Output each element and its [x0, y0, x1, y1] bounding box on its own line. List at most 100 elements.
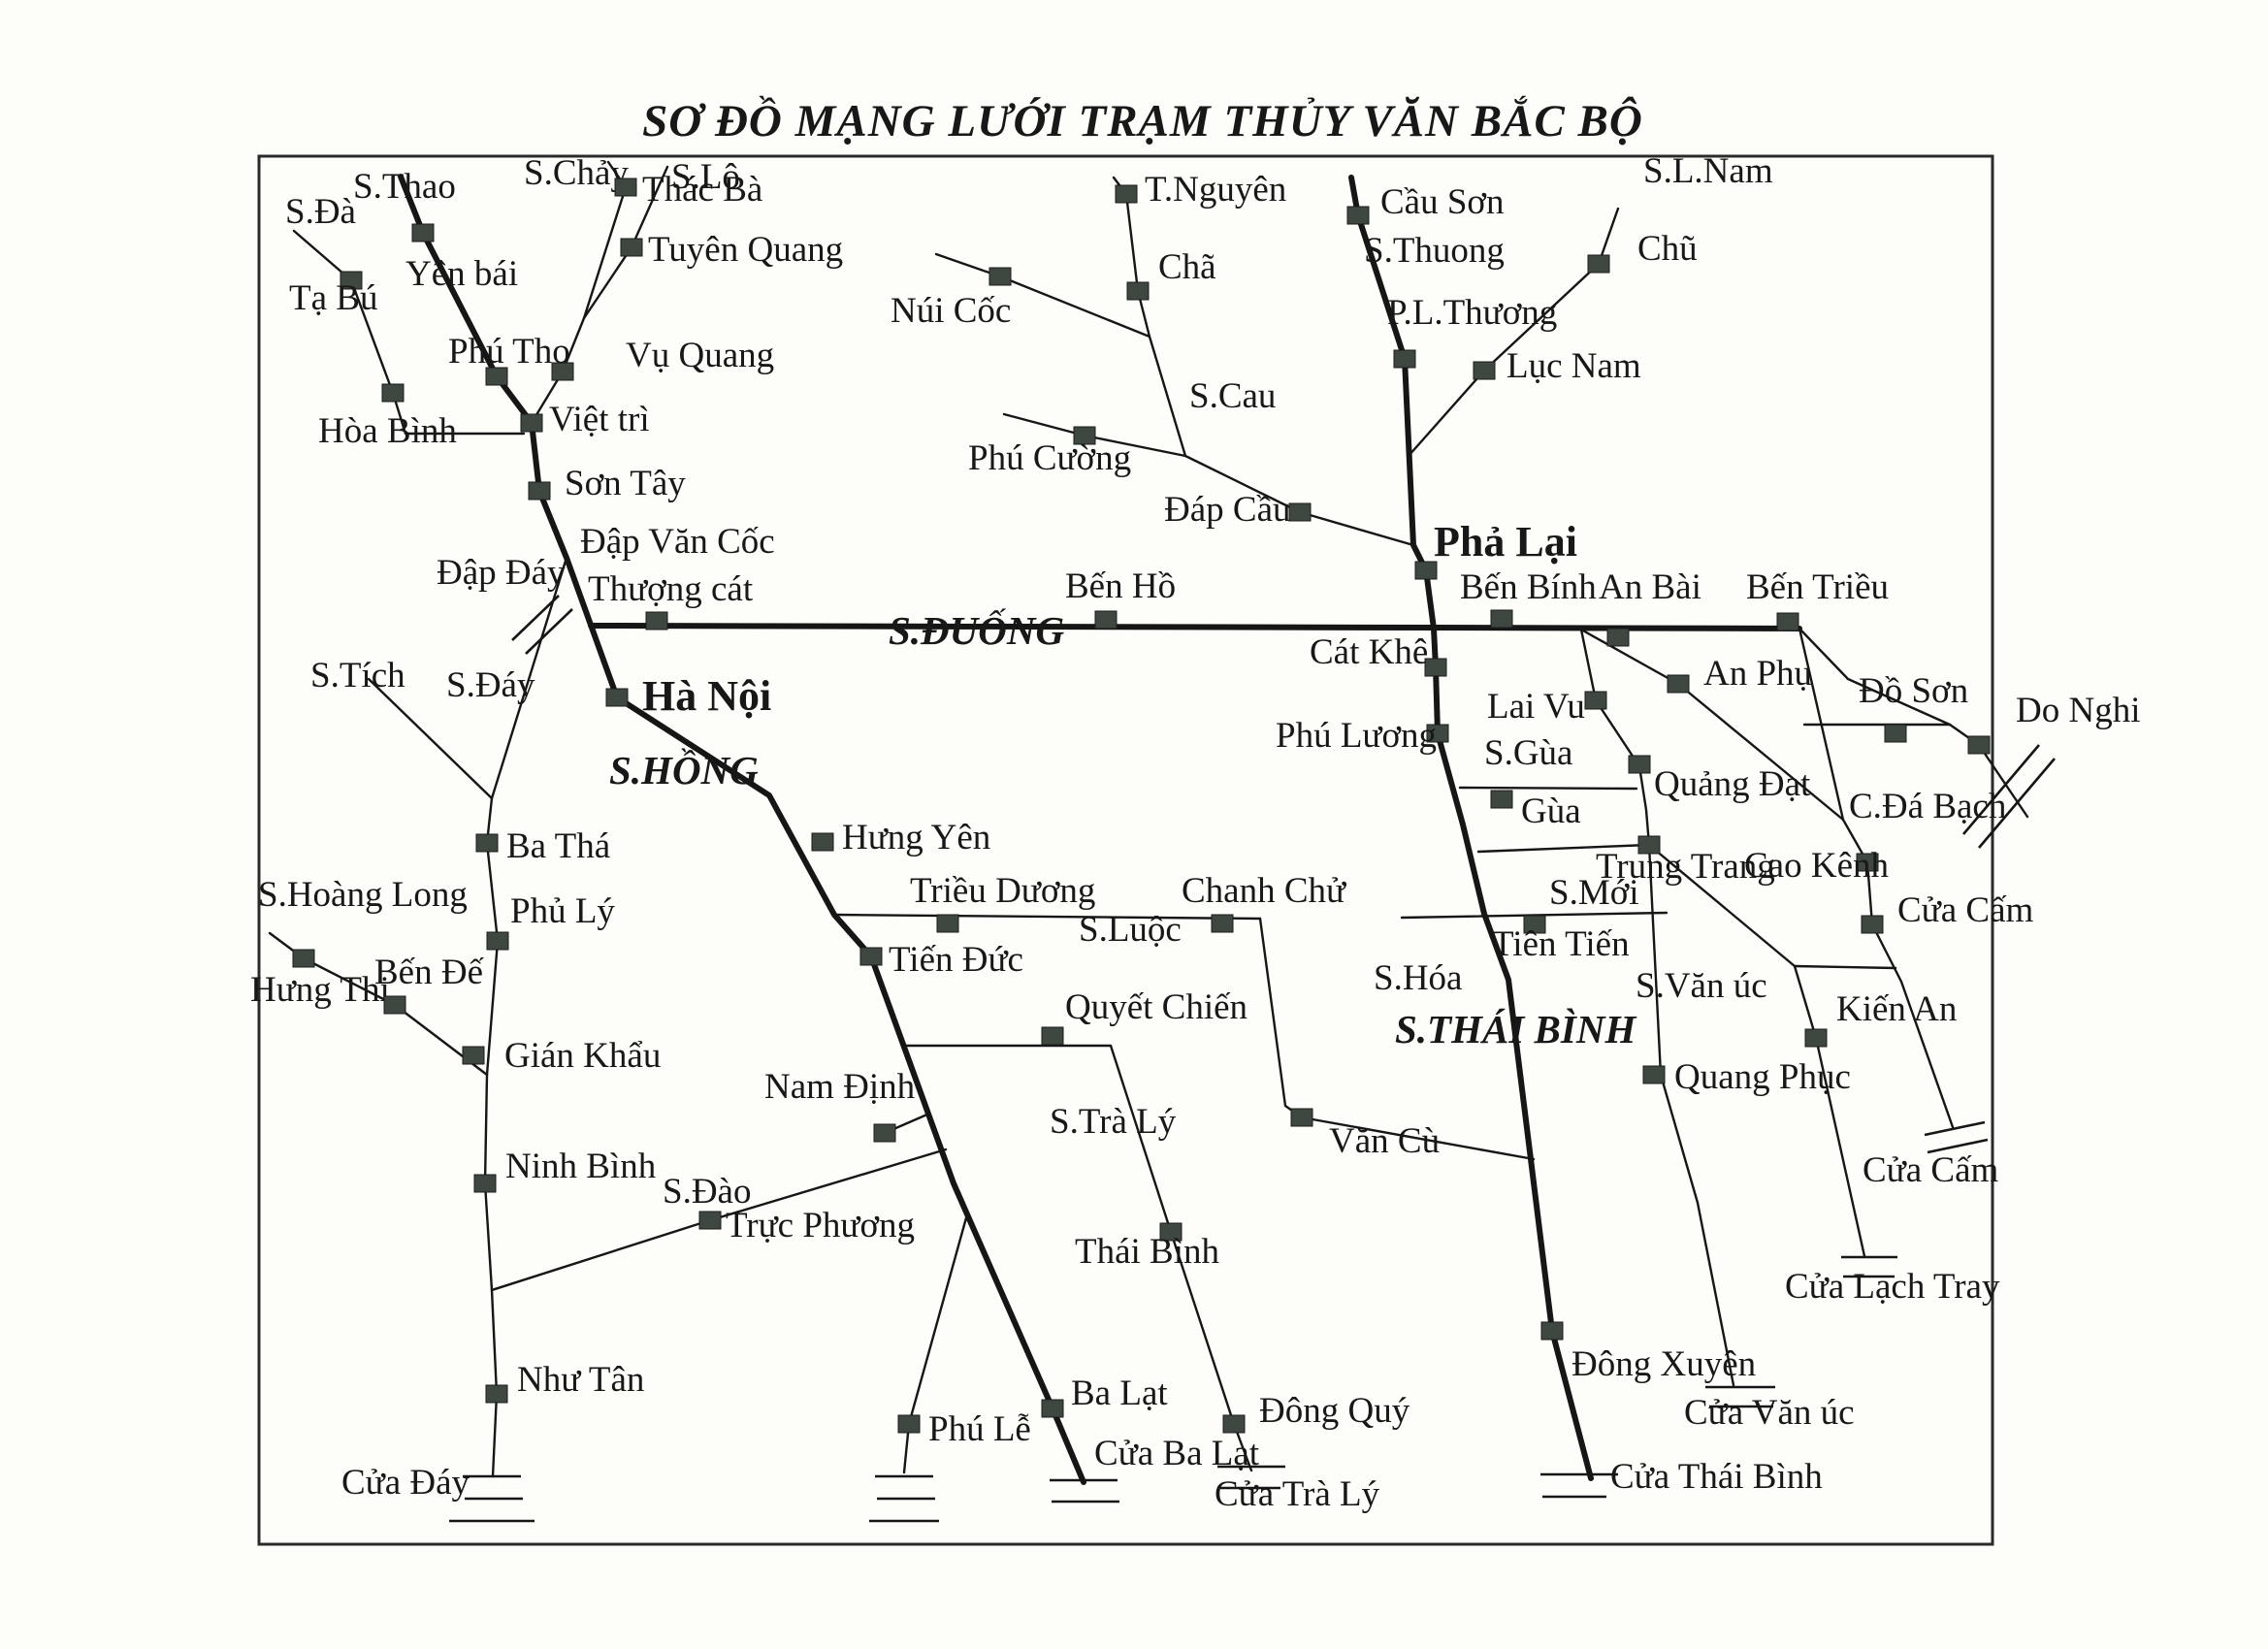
mouth-label-cua-van-uc: Cửa Văn úc [1684, 1393, 1855, 1433]
station-label-dong-xuyen: Đông Xuyên [1571, 1344, 1756, 1384]
station-marker-cao-kenh [1856, 853, 1879, 872]
station-marker-t-nguyen [1115, 184, 1138, 204]
station-label-dap-cau: Đáp Cầu [1164, 490, 1291, 530]
map-frame-border [257, 154, 1994, 1546]
station-label-dong-quy: Đông Quý [1259, 1391, 1410, 1431]
river-label-s-l-nam: S.L.Nam [1643, 151, 1773, 191]
station-marker-hung-yen [811, 832, 834, 852]
station-label-ninh-binh: Ninh Bình [505, 1147, 657, 1186]
station-label-cau-son: Cầu Sơn [1380, 182, 1505, 222]
station-marker-cat-khe [1424, 658, 1447, 677]
river-label-dap-day: Đập Đáy [437, 553, 566, 593]
station-label-phu-le: Phú Lễ [928, 1409, 1031, 1449]
station-label-tien-tien: Tiên Tiến [1492, 924, 1630, 964]
station-label-an-phu: An Phụ [1703, 654, 1812, 694]
river-label-s-cau: S.Cau [1189, 376, 1276, 416]
station-marker-thai-binh [1159, 1222, 1183, 1242]
station-label-pl-thuong: P.L.Thương [1387, 293, 1557, 333]
river-line-song-van-uc [1579, 628, 1735, 1387]
station-label-ba-tha: Ba Thá [506, 826, 610, 866]
river-label-s-hoang-long: S.Hoàng Long [258, 875, 468, 915]
station-label-thai-binh: Thái Bình [1075, 1232, 1220, 1272]
station-label-cao-kenh: Cao Kênh [1744, 846, 1889, 886]
station-label-ben-ho: Bến Hồ [1065, 566, 1176, 606]
station-marker-gua [1490, 790, 1513, 809]
station-label-kien-an: Kiến An [1836, 989, 1957, 1029]
station-marker-truc-phuong [698, 1211, 722, 1230]
station-marker-cau-son [1346, 206, 1370, 225]
station-label-quang-dat: Quảng Đạt [1654, 764, 1811, 804]
station-marker-ben-ho [1094, 610, 1118, 630]
river-line-song-tich [367, 677, 494, 800]
station-label-luc-nam: Lục Nam [1507, 346, 1641, 386]
station-marker-ba-tha [475, 833, 499, 853]
station-marker-phu-cuong [1073, 426, 1096, 445]
station-label-pha-lai: Phả Lại [1434, 518, 1577, 566]
station-marker-ba-lat [1041, 1399, 1064, 1418]
river-label-s-tra-ly: S.Trà Lý [1050, 1102, 1177, 1142]
station-marker-lai-vu [1584, 691, 1607, 710]
station-label-ben-de: Bến Đế [374, 953, 485, 992]
station-marker-thuong-cat [645, 611, 668, 630]
mouth-label-cua-day: Cửa Đáy [341, 1463, 470, 1503]
mouth-hatch-cua-cam-mouth-1 [1927, 1138, 1989, 1154]
river-line-song-cau [1112, 176, 1187, 458]
station-marker-tuyen-quang [620, 238, 643, 257]
station-marker-phu-luong [1426, 724, 1449, 743]
river-label-s-moi: S.Mới [1549, 873, 1639, 913]
station-label-t-nguyen: T.Nguyên [1145, 170, 1286, 210]
station-label-hung-yen: Hưng Yên [842, 818, 990, 857]
station-marker-son-tay [528, 481, 551, 501]
station-label-ta-bu: Tạ Bú [289, 278, 377, 318]
mouth-label-cua-lach-tray: Cửa Lạch Tray [1785, 1267, 2000, 1307]
river-label-s-hoa: S.Hóa [1374, 958, 1462, 998]
station-label-ben-trieu: Bến Triều [1746, 567, 1889, 607]
station-marker-yen-bai [411, 223, 435, 242]
river-line-kien-an-link [1793, 964, 1897, 970]
station-label-quang-phuc: Quang Phục [1674, 1057, 1851, 1097]
river-line-phu-cuong-branch [1002, 412, 1415, 547]
station-label-thuong-cat: Thượng cát [588, 569, 754, 609]
station-marker-hoa-binh [381, 383, 405, 403]
river-line-song-lo [530, 165, 669, 425]
mouth-label-cua-cam-mouth: Cửa Cấm [1863, 1150, 1999, 1190]
station-label-do-son: Đồ Sơn [1859, 671, 1968, 711]
mouth-hatch-c-da-bach-0 [1978, 758, 2056, 849]
station-marker-phu-ly [486, 931, 509, 951]
station-marker-pha-lai [1414, 561, 1438, 580]
station-marker-ninh-binh [473, 1174, 497, 1193]
station-marker-an-phu [1667, 674, 1690, 694]
river-label-s-thao: S.Thao [353, 167, 456, 207]
station-label-nhu-tan: Như Tân [517, 1360, 644, 1400]
river-label-s-tich: S.Tích [310, 656, 405, 695]
station-label-gian-khau: Gián Khẩu [504, 1036, 661, 1076]
station-marker-ben-trieu [1776, 612, 1799, 631]
station-marker-ha-noi [605, 688, 629, 707]
station-label-do-nghi: Do Nghi [2016, 691, 2140, 730]
station-marker-phu-tho [485, 367, 508, 386]
station-label-nam-dinh: Nam Định [764, 1067, 916, 1107]
station-marker-luc-nam [1473, 361, 1496, 380]
station-marker-trieu-duong [936, 914, 959, 933]
station-label-hung-thi: Hưng Thi [250, 970, 390, 1010]
station-marker-viet-tri [520, 413, 543, 433]
station-marker-kien-an [1804, 1028, 1828, 1048]
station-label-quyet-chien: Quyết Chiến [1065, 987, 1247, 1027]
station-marker-cua-cam-station [1861, 915, 1884, 934]
station-marker-cha [1126, 281, 1150, 301]
river-line-kien-an-diag [1647, 843, 1797, 968]
station-marker-do-nghi [1967, 735, 1991, 755]
river-label-s-thai-binh: S.THÁI BÌNH [1395, 1007, 1636, 1051]
station-marker-pl-thuong [1393, 349, 1416, 369]
station-label-yen-bai: Yên bái [405, 254, 518, 294]
station-label-hoa-binh: Hòa Bình [318, 411, 457, 451]
station-marker-van-cu [1290, 1108, 1313, 1127]
station-marker-an-bai [1606, 628, 1630, 647]
station-label-ba-lat: Ba Lạt [1071, 1374, 1168, 1413]
river-label-s-day: S.Đáy [446, 665, 535, 705]
station-label-gua: Gùa [1521, 792, 1581, 831]
river-line-song-day [483, 796, 500, 1478]
station-marker-quyet-chien [1041, 1026, 1064, 1046]
